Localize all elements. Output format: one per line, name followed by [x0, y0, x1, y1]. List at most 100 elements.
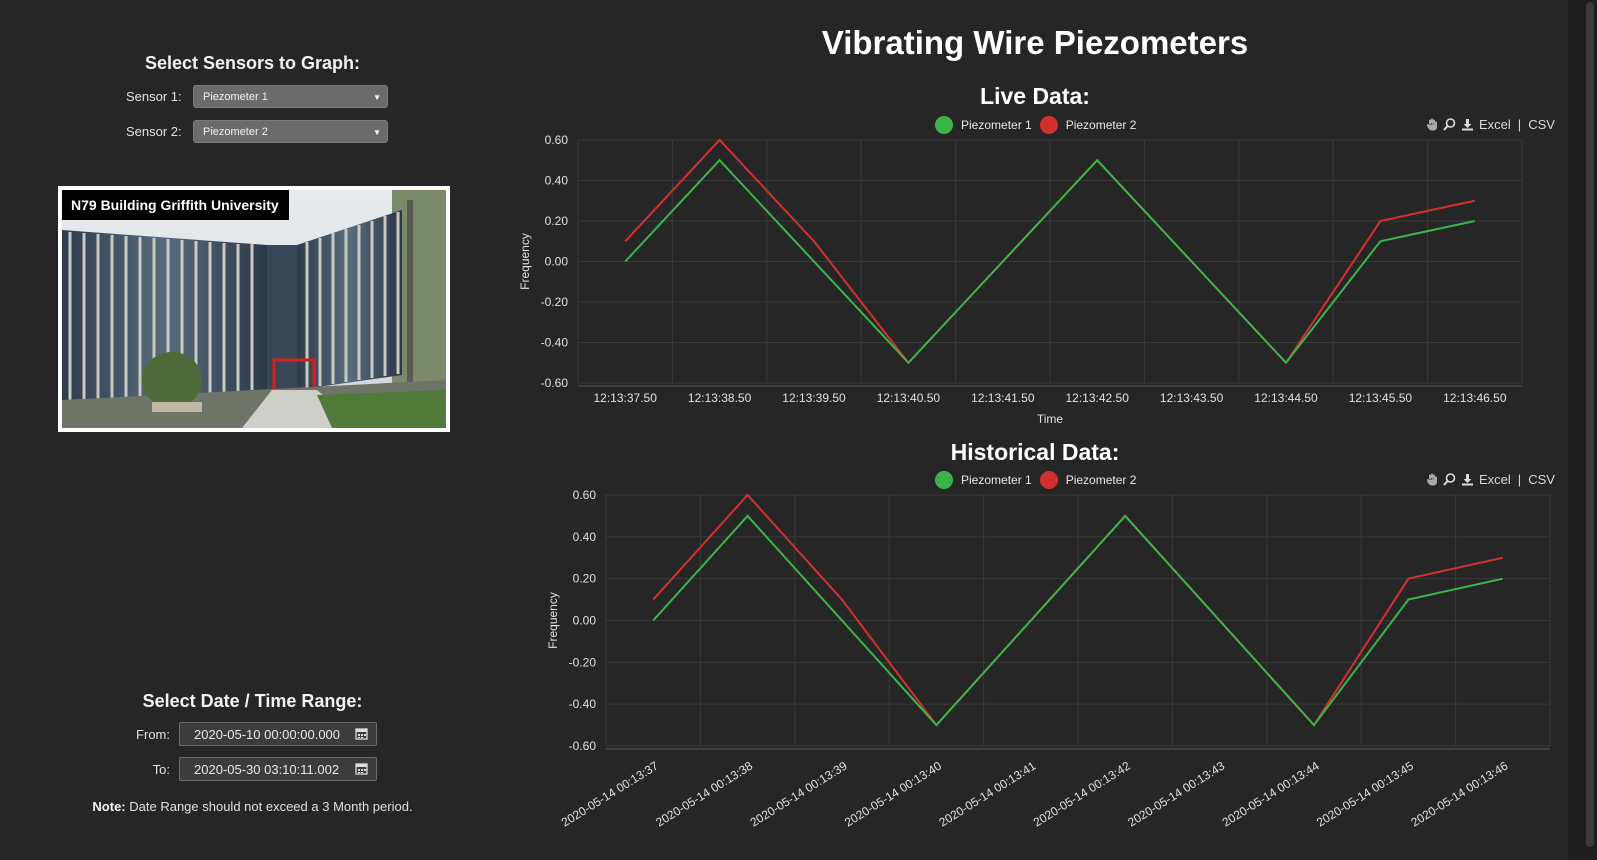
page-scrollbar[interactable]: [1568, 0, 1597, 860]
to-date-value: 2020-05-30 03:10:11.002: [194, 761, 340, 777]
note-text: Date Range should not exceed a 3 Month p…: [125, 799, 413, 814]
building-image: [62, 190, 446, 428]
live-chart: 0.60 0.40 0.20 0.00 -0.20 -0.40 -0.60 12:13:37.…: [518, 133, 1523, 426]
x-tick-label: 2020-05-14 00:13:39: [748, 759, 850, 830]
live-chart-title: Live Data:: [980, 83, 1090, 109]
page-title: Vibrating Wire Piezometers: [821, 24, 1249, 61]
chevron-down-icon: ▼: [373, 93, 381, 102]
to-date-input[interactable]: 2020-05-30 03:10:11.002: [179, 757, 377, 781]
date-range-title: Select Date / Time Range:: [142, 691, 363, 711]
x-tick-label: 2020-05-14 00:13:37: [559, 759, 661, 830]
export-excel-link[interactable]: Excel: [1479, 472, 1511, 487]
download-icon[interactable]: [1461, 473, 1474, 486]
from-date-input[interactable]: 2020-05-10 00:00:00.000: [179, 722, 377, 746]
sensor1-value: Piezometer 1: [203, 91, 268, 103]
legend-dot: [935, 471, 953, 489]
legend-item-series1[interactable]: Piezometer 1: [935, 116, 1032, 134]
x-tick-label: 2020-05-14 00:13:45: [1314, 759, 1416, 830]
toolbar-separator: |: [1517, 472, 1522, 487]
legend-label: Piezometer 1: [961, 118, 1032, 132]
to-label: To:: [152, 761, 170, 777]
x-tick-label: 12:13:40.50: [877, 391, 941, 405]
y-tick-label: -0.20: [569, 655, 597, 669]
from-date-value: 2020-05-10 00:00:00.000: [194, 726, 341, 742]
legend-item-series2[interactable]: Piezometer 2: [1039, 471, 1137, 489]
x-tick-label: 2020-05-14 00:13:46: [1408, 759, 1510, 830]
sensor2-select[interactable]: Piezometer 2 ▼: [193, 120, 388, 143]
sensor1-select[interactable]: Piezometer 1 ▼: [193, 85, 388, 108]
y-tick-label: 0.40: [545, 174, 569, 188]
y-tick-label: -0.60: [569, 739, 597, 753]
y-tick-label: 0.00: [573, 614, 597, 628]
historical-toolbar: Excel | CSV: [1426, 472, 1555, 487]
historical-chart: 0.60 0.40 0.20 0.00 -0.20 -0.40 -0.60 2020-05-1…: [546, 488, 1551, 830]
y-axis-title: Frequency: [546, 592, 560, 649]
scrollbar-thumb[interactable]: [1586, 2, 1594, 847]
hand-pan-icon[interactable]: [1426, 473, 1438, 486]
y-tick-label: 0.60: [545, 133, 569, 147]
y-tick-label: -0.20: [541, 295, 569, 309]
x-tick-label: 12:13:38.50: [688, 391, 752, 405]
x-tick-label: 2020-05-14 00:13:42: [1031, 759, 1133, 830]
zoom-reset-icon[interactable]: [1443, 118, 1456, 131]
legend-item-series1[interactable]: Piezometer 1: [935, 471, 1032, 489]
zoom-reset-icon[interactable]: [1443, 473, 1456, 486]
export-csv-link[interactable]: CSV: [1528, 472, 1555, 487]
live-legend: Piezometer 1 Piezometer 2: [935, 116, 1144, 134]
x-tick-label: 12:13:43.50: [1160, 391, 1224, 405]
live-toolbar: Excel | CSV: [1426, 117, 1555, 132]
legend-dot: [1039, 116, 1058, 134]
legend-dot: [1039, 471, 1058, 489]
chevron-down-icon: ▼: [373, 128, 381, 137]
x-tick-label: 2020-05-14 00:13:41: [936, 759, 1038, 830]
y-tick-label: -0.40: [541, 336, 569, 350]
x-tick-label: 12:13:39.50: [782, 391, 846, 405]
x-tick-label: 2020-05-14 00:13:44: [1220, 759, 1322, 830]
y-tick-label: -0.60: [541, 376, 569, 390]
date-range-note: Note: Date Range should not exceed a 3 M…: [0, 799, 505, 814]
x-tick-label: 2020-05-14 00:13:38: [653, 759, 755, 830]
hand-pan-icon[interactable]: [1426, 118, 1438, 131]
export-excel-link[interactable]: Excel: [1479, 117, 1511, 132]
x-tick-label: 2020-05-14 00:13:43: [1125, 759, 1227, 830]
legend-dot: [935, 116, 953, 134]
to-row: To: 2020-05-30 03:10:11.002: [128, 757, 377, 781]
from-label: From:: [136, 726, 170, 742]
x-tick-label: 12:13:45.50: [1349, 391, 1413, 405]
sensor2-row: Sensor 2: Piezometer 2 ▼: [126, 120, 388, 143]
y-axis-title: Frequency: [518, 233, 532, 290]
calendar-icon[interactable]: [355, 727, 368, 743]
y-tick-label: 0.20: [573, 572, 597, 586]
toolbar-separator: |: [1517, 117, 1522, 132]
photo-caption: N79 Building Griffith University: [62, 190, 289, 220]
legend-item-series2[interactable]: Piezometer 2: [1039, 116, 1136, 134]
sensor2-value: Piezometer 2: [203, 126, 268, 138]
series-line-1: [624, 158, 1476, 365]
calendar-icon[interactable]: [355, 762, 368, 778]
x-axis-title: Time: [1037, 412, 1064, 426]
historical-chart-title: Historical Data:: [950, 439, 1120, 465]
y-tick-label: 0.20: [545, 214, 569, 228]
sensor1-label: Sensor 1:: [126, 89, 182, 104]
download-icon[interactable]: [1461, 118, 1474, 131]
series-line-1: [652, 514, 1504, 727]
y-tick-label: 0.00: [545, 255, 569, 269]
x-tick-label: 12:13:41.50: [971, 391, 1035, 405]
y-tick-label: -0.40: [569, 697, 597, 711]
legend-label: Piezometer 2: [1065, 473, 1137, 487]
x-tick-label: 12:13:37.50: [593, 391, 657, 405]
x-tick-label: 2020-05-14 00:13:40: [842, 759, 944, 830]
x-tick-label: 12:13:44.50: [1254, 391, 1318, 405]
historical-legend: Piezometer 1 Piezometer 2: [935, 471, 1144, 489]
sidebar: Select Sensors to Graph: Sensor 1: Piezo…: [0, 0, 505, 860]
sensor2-label: Sensor 2:: [126, 124, 182, 139]
export-csv-link[interactable]: CSV: [1528, 117, 1555, 132]
building-photo: N79 Building Griffith University: [58, 186, 450, 432]
note-bold: Note:: [92, 799, 126, 814]
x-tick-label: 12:13:46.50: [1443, 391, 1507, 405]
sensor1-row: Sensor 1: Piezometer 1 ▼: [126, 85, 388, 108]
y-tick-label: 0.60: [573, 488, 597, 502]
legend-label: Piezometer 1: [961, 473, 1032, 487]
y-tick-label: 0.40: [573, 530, 597, 544]
sensor-select-title: Select Sensors to Graph:: [144, 53, 361, 73]
